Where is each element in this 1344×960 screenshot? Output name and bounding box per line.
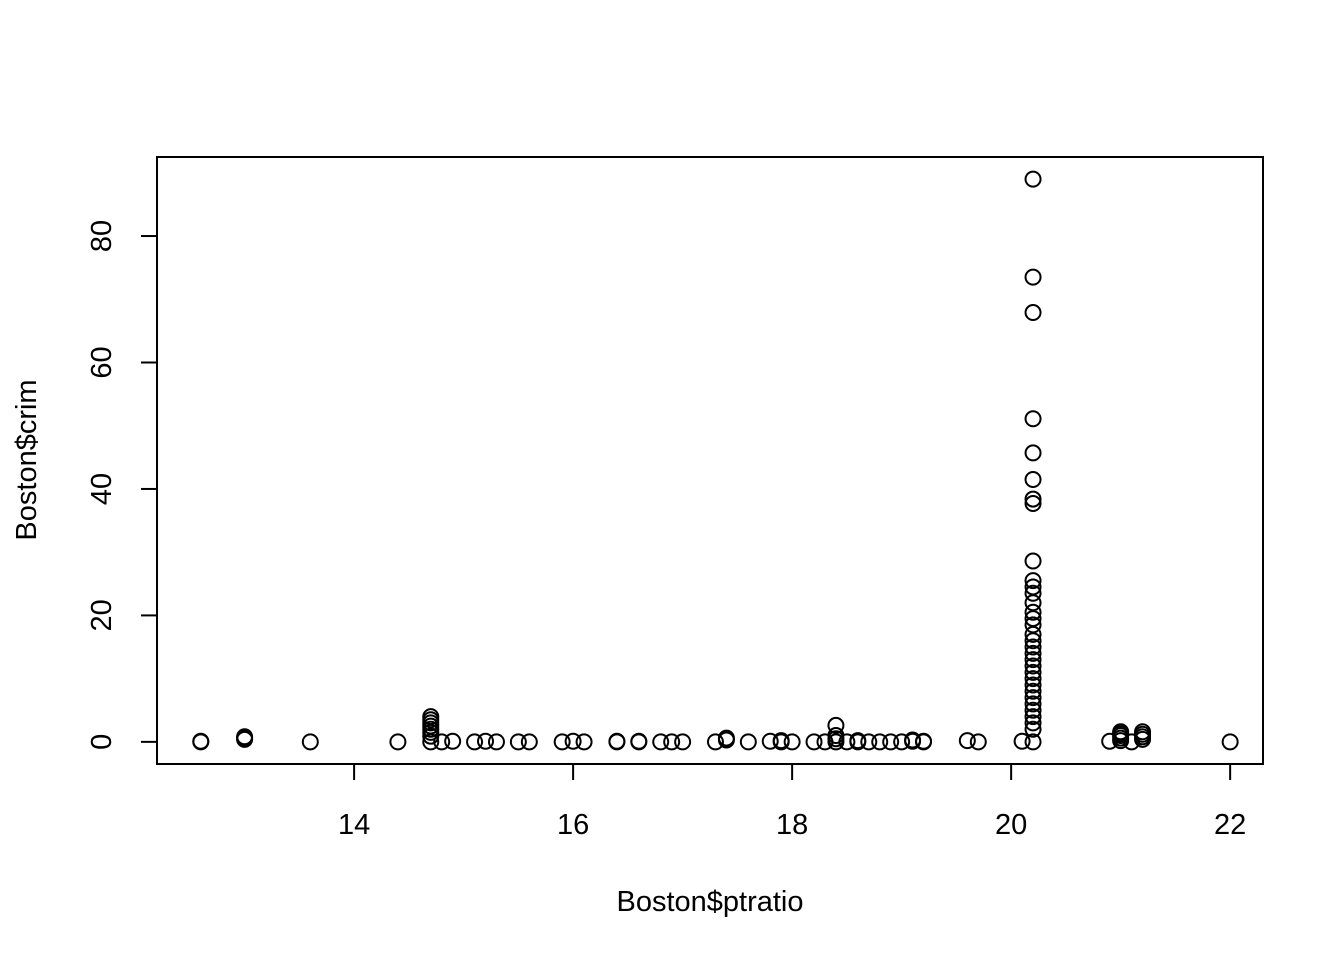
data-point <box>444 732 462 750</box>
data-point <box>466 733 484 751</box>
data-point <box>487 733 505 751</box>
data-point <box>1024 644 1042 662</box>
data-point <box>433 733 451 751</box>
data-point <box>1024 410 1042 428</box>
data-point <box>1024 657 1042 675</box>
data-point <box>422 708 440 726</box>
x-tick-label: 16 <box>557 809 589 841</box>
x-tick-label: 18 <box>776 809 808 841</box>
data-point <box>827 716 845 734</box>
x-axis: 14 16 18 20 22 <box>338 763 1246 841</box>
data-point <box>761 732 779 750</box>
data-point <box>1024 490 1042 508</box>
data-point <box>1024 676 1042 694</box>
data-point <box>553 733 571 751</box>
data-point <box>838 733 856 751</box>
data-point <box>1024 682 1042 700</box>
data-point <box>706 733 724 751</box>
data-point <box>1024 572 1042 590</box>
data-point <box>663 733 681 751</box>
data-point <box>1024 708 1042 726</box>
y-axis-label: Boston$crim <box>11 379 43 540</box>
data-point <box>772 732 790 750</box>
data-point <box>509 733 527 751</box>
plot-frame <box>156 156 1264 765</box>
data-point <box>1024 268 1042 286</box>
data-point <box>1024 444 1042 462</box>
data-point <box>564 732 582 750</box>
data-point <box>1221 733 1239 751</box>
data-point <box>1024 304 1042 322</box>
data-point <box>1024 616 1042 634</box>
data-point <box>1024 720 1042 738</box>
data-point <box>783 733 801 751</box>
data-point <box>717 729 735 747</box>
data-points <box>192 170 1239 751</box>
data-point <box>652 733 670 751</box>
y-tick-label: 40 <box>86 473 118 505</box>
data-point <box>958 732 976 750</box>
data-point <box>1024 695 1042 713</box>
y-tick-label: 20 <box>86 599 118 631</box>
data-point <box>1112 723 1130 741</box>
data-point <box>1024 552 1042 570</box>
y-tick-label: 80 <box>86 220 118 252</box>
data-point <box>1024 733 1042 751</box>
data-point <box>1024 603 1042 621</box>
data-point <box>630 732 648 750</box>
data-point <box>860 733 878 751</box>
data-point <box>1024 651 1042 669</box>
x-tick-label: 20 <box>995 809 1027 841</box>
data-point <box>608 732 626 750</box>
data-point <box>1024 689 1042 707</box>
data-point <box>575 733 593 751</box>
x-tick-label: 22 <box>1214 809 1246 841</box>
data-point <box>674 733 692 751</box>
data-point <box>871 733 889 751</box>
y-tick-label: 60 <box>86 346 118 378</box>
y-tick-label: 0 <box>86 734 118 750</box>
x-axis-label: Boston$ptratio <box>616 886 803 918</box>
data-point <box>1134 723 1152 741</box>
data-point <box>477 732 495 750</box>
data-point <box>1024 670 1042 688</box>
data-point <box>915 732 933 750</box>
data-point <box>1024 663 1042 681</box>
data-point <box>236 729 254 747</box>
data-point <box>192 732 210 750</box>
data-point <box>1013 732 1031 750</box>
data-point <box>520 733 538 751</box>
data-point <box>1024 701 1042 719</box>
data-point <box>389 733 407 751</box>
data-point <box>849 733 867 751</box>
data-point <box>1024 714 1042 732</box>
data-point <box>1024 494 1042 512</box>
x-tick-label: 14 <box>338 809 370 841</box>
y-axis: 0 20 40 60 80 <box>86 220 158 750</box>
data-point <box>969 733 987 751</box>
data-point <box>882 733 900 751</box>
data-point <box>1024 170 1042 188</box>
data-point <box>805 733 823 751</box>
data-point <box>893 733 911 751</box>
data-point <box>301 733 319 751</box>
data-point <box>1024 470 1042 488</box>
data-point <box>1024 578 1042 596</box>
data-point <box>1024 584 1042 602</box>
data-point <box>1024 638 1042 656</box>
data-point <box>739 733 757 751</box>
data-point <box>904 731 922 749</box>
